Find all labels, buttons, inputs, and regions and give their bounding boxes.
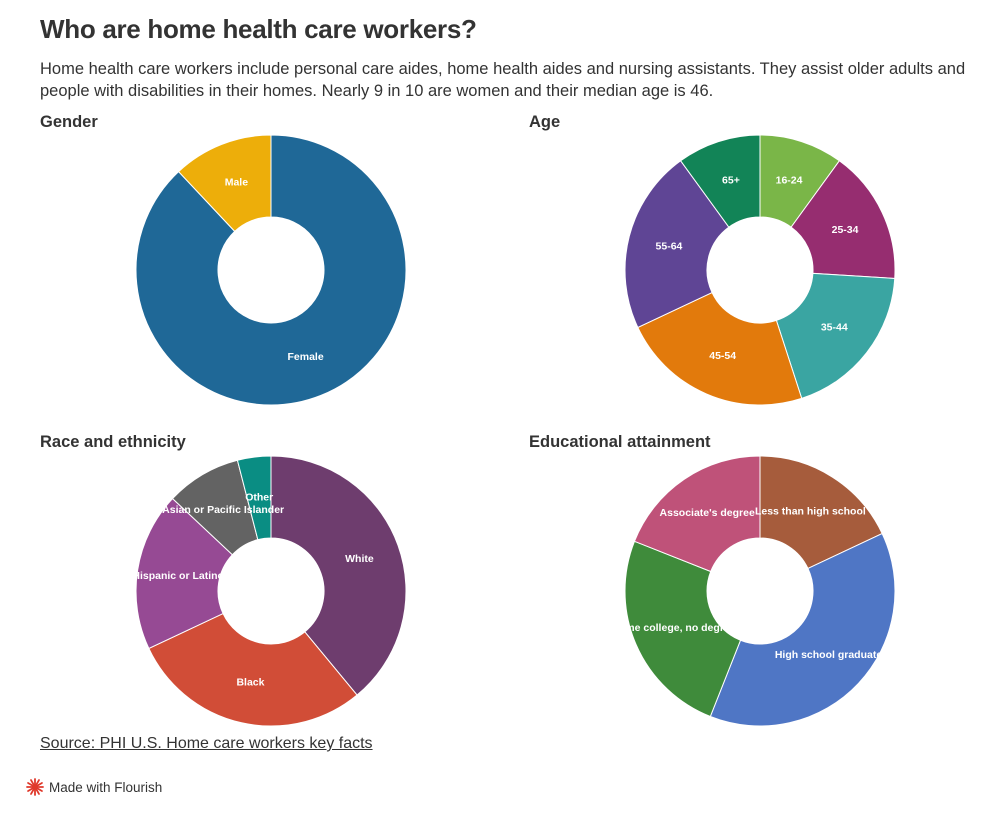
slice-label-hispanic-or-latino: Hispanic or Latino bbox=[132, 570, 224, 582]
chart-title-race: Race and ethnicity bbox=[40, 433, 186, 451]
chart-title-gender: Gender bbox=[40, 113, 98, 131]
slice-25-34[interactable] bbox=[790, 160, 896, 280]
flourish-logo-icon bbox=[26, 778, 44, 796]
slice-65[interactable] bbox=[679, 134, 761, 228]
slice-label-25-34: 25-34 bbox=[832, 224, 859, 236]
chart-title-education: Educational attainment bbox=[529, 433, 711, 451]
slice-label-35-44: 35-44 bbox=[821, 321, 848, 333]
slice-hispanic-or-latino[interactable] bbox=[135, 497, 234, 650]
slice-label-45-54: 45-54 bbox=[709, 350, 736, 362]
slice-male[interactable] bbox=[177, 134, 272, 233]
slice-35-44[interactable] bbox=[775, 272, 896, 400]
slice-white[interactable] bbox=[270, 455, 407, 696]
slice-less-than-high-school[interactable] bbox=[759, 455, 883, 570]
page-title: Who are home health care workers? bbox=[40, 14, 477, 44]
slice-label-high-school-graduate: High school graduate bbox=[775, 649, 883, 661]
slice-label-55-64: 55-64 bbox=[656, 240, 683, 252]
made-with-flourish-label: Made with Flourish bbox=[49, 779, 163, 795]
slice-label-other: Other bbox=[245, 492, 273, 504]
slice-label-associate-s-degree: Associate's degree bbox=[660, 507, 755, 519]
slice-other[interactable] bbox=[236, 455, 272, 541]
page-subtitle: Home health care workers include persona… bbox=[40, 60, 966, 100]
slice-associate-s-degree[interactable] bbox=[633, 455, 761, 573]
source-link[interactable]: Source: PHI U.S. Home care workers key f… bbox=[40, 735, 373, 752]
made-with-flourish-link[interactable]: Made with Flourish bbox=[26, 777, 162, 797]
slice-label-male: Male bbox=[225, 176, 249, 188]
slice-label-less-than-high-school: Less than high school bbox=[755, 505, 866, 517]
slice-label-65: 65+ bbox=[722, 174, 740, 186]
slice-label-some-college-no-degree: Some college, no degree bbox=[612, 622, 736, 634]
slice-female[interactable] bbox=[135, 134, 407, 406]
slice-label-female: Female bbox=[288, 351, 324, 363]
slice-45-54[interactable] bbox=[637, 291, 803, 406]
slice-55-64[interactable] bbox=[624, 160, 730, 329]
slice-label-asian-or-pacific-islander: Asian or Pacific Islander bbox=[162, 504, 284, 516]
slice-label-white: White bbox=[345, 553, 374, 565]
slice-some-college-no-degree[interactable] bbox=[624, 540, 742, 718]
chart-title-age: Age bbox=[529, 113, 561, 131]
slice-high-school-graduate[interactable] bbox=[709, 532, 896, 727]
slice-label-16-24: 16-24 bbox=[776, 174, 803, 186]
slice-black[interactable] bbox=[148, 612, 358, 727]
slice-label-black: Black bbox=[236, 677, 264, 689]
